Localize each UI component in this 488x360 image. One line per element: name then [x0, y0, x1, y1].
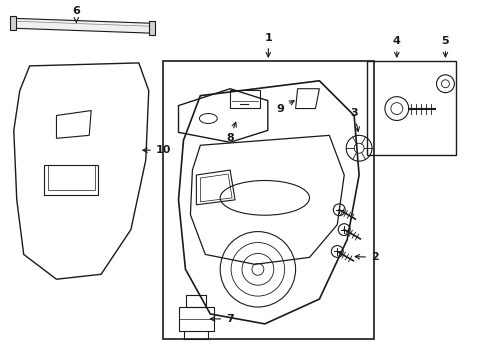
Text: 2: 2	[354, 252, 378, 262]
Text: 3: 3	[349, 108, 359, 131]
Bar	[366, 61, 455, 155]
Bar	[178, 307, 214, 331]
Bar	[163, 61, 373, 339]
Text: 7: 7	[210, 314, 233, 324]
Text: 8: 8	[226, 122, 236, 143]
Text: 10: 10	[142, 145, 171, 155]
Text: 5: 5	[441, 36, 448, 57]
Polygon shape	[12, 18, 150, 33]
Bar	[43, 165, 98, 195]
Bar	[47, 165, 95, 190]
Bar	[230, 90, 259, 108]
Polygon shape	[148, 21, 154, 35]
Text: 4: 4	[392, 36, 400, 57]
Polygon shape	[10, 16, 16, 30]
Bar	[186, 295, 206, 307]
Text: 1: 1	[264, 33, 272, 57]
Text: 6: 6	[72, 6, 80, 22]
Text: 9: 9	[276, 101, 293, 113]
